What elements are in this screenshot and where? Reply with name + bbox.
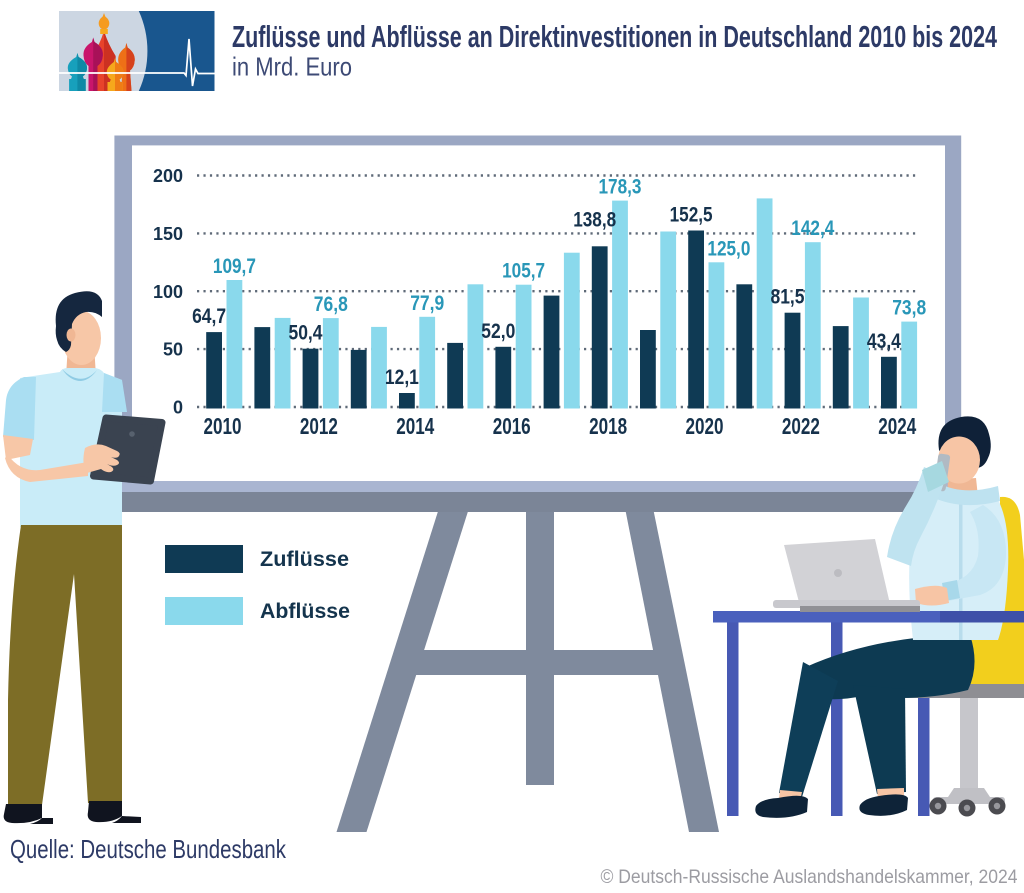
svg-text:Zuflüsse: Zuflüsse: [260, 548, 349, 571]
svg-text:142,4: 142,4: [791, 217, 834, 240]
svg-text:in Mrd. Euro: in Mrd. Euro: [232, 52, 352, 82]
svg-text:152,5: 152,5: [670, 204, 713, 227]
svg-text:Quelle: Deutsche Bundesbank: Quelle: Deutsche Bundesbank: [10, 834, 287, 864]
svg-text:12,1: 12,1: [385, 366, 419, 389]
svg-text:2018: 2018: [589, 413, 627, 439]
svg-text:109,7: 109,7: [213, 255, 256, 278]
svg-text:Abflüsse: Abflüsse: [260, 600, 350, 623]
svg-text:138,8: 138,8: [573, 208, 616, 231]
svg-text:43,4: 43,4: [867, 330, 901, 353]
svg-text:200: 200: [153, 166, 183, 186]
svg-text:2014: 2014: [396, 413, 434, 439]
svg-text:52,0: 52,0: [481, 320, 515, 343]
svg-text:© Deutsch-Russische Auslandsha: © Deutsch-Russische Auslandshandelskamme…: [601, 866, 1018, 888]
svg-text:Zuflüsse und Abflüsse an Direk: Zuflüsse und Abflüsse an Direktinvestiti…: [232, 19, 998, 54]
svg-text:150: 150: [153, 224, 183, 244]
svg-text:105,7: 105,7: [502, 260, 545, 283]
svg-text:2016: 2016: [493, 413, 531, 439]
svg-text:100: 100: [153, 282, 183, 302]
svg-text:76,8: 76,8: [314, 293, 348, 316]
svg-text:50: 50: [163, 340, 183, 360]
svg-text:73,8: 73,8: [892, 297, 926, 320]
svg-text:2010: 2010: [204, 413, 242, 439]
svg-text:2020: 2020: [686, 413, 724, 439]
svg-text:2022: 2022: [782, 413, 820, 439]
svg-text:125,0: 125,0: [707, 237, 750, 260]
svg-text:81,5: 81,5: [771, 286, 805, 309]
svg-text:0: 0: [173, 398, 183, 418]
svg-text:2012: 2012: [300, 413, 338, 439]
svg-text:77,9: 77,9: [410, 292, 444, 315]
svg-text:50,4: 50,4: [289, 322, 323, 345]
svg-text:64,7: 64,7: [192, 305, 226, 328]
svg-text:2024: 2024: [878, 413, 916, 439]
svg-text:178,3: 178,3: [599, 176, 642, 199]
